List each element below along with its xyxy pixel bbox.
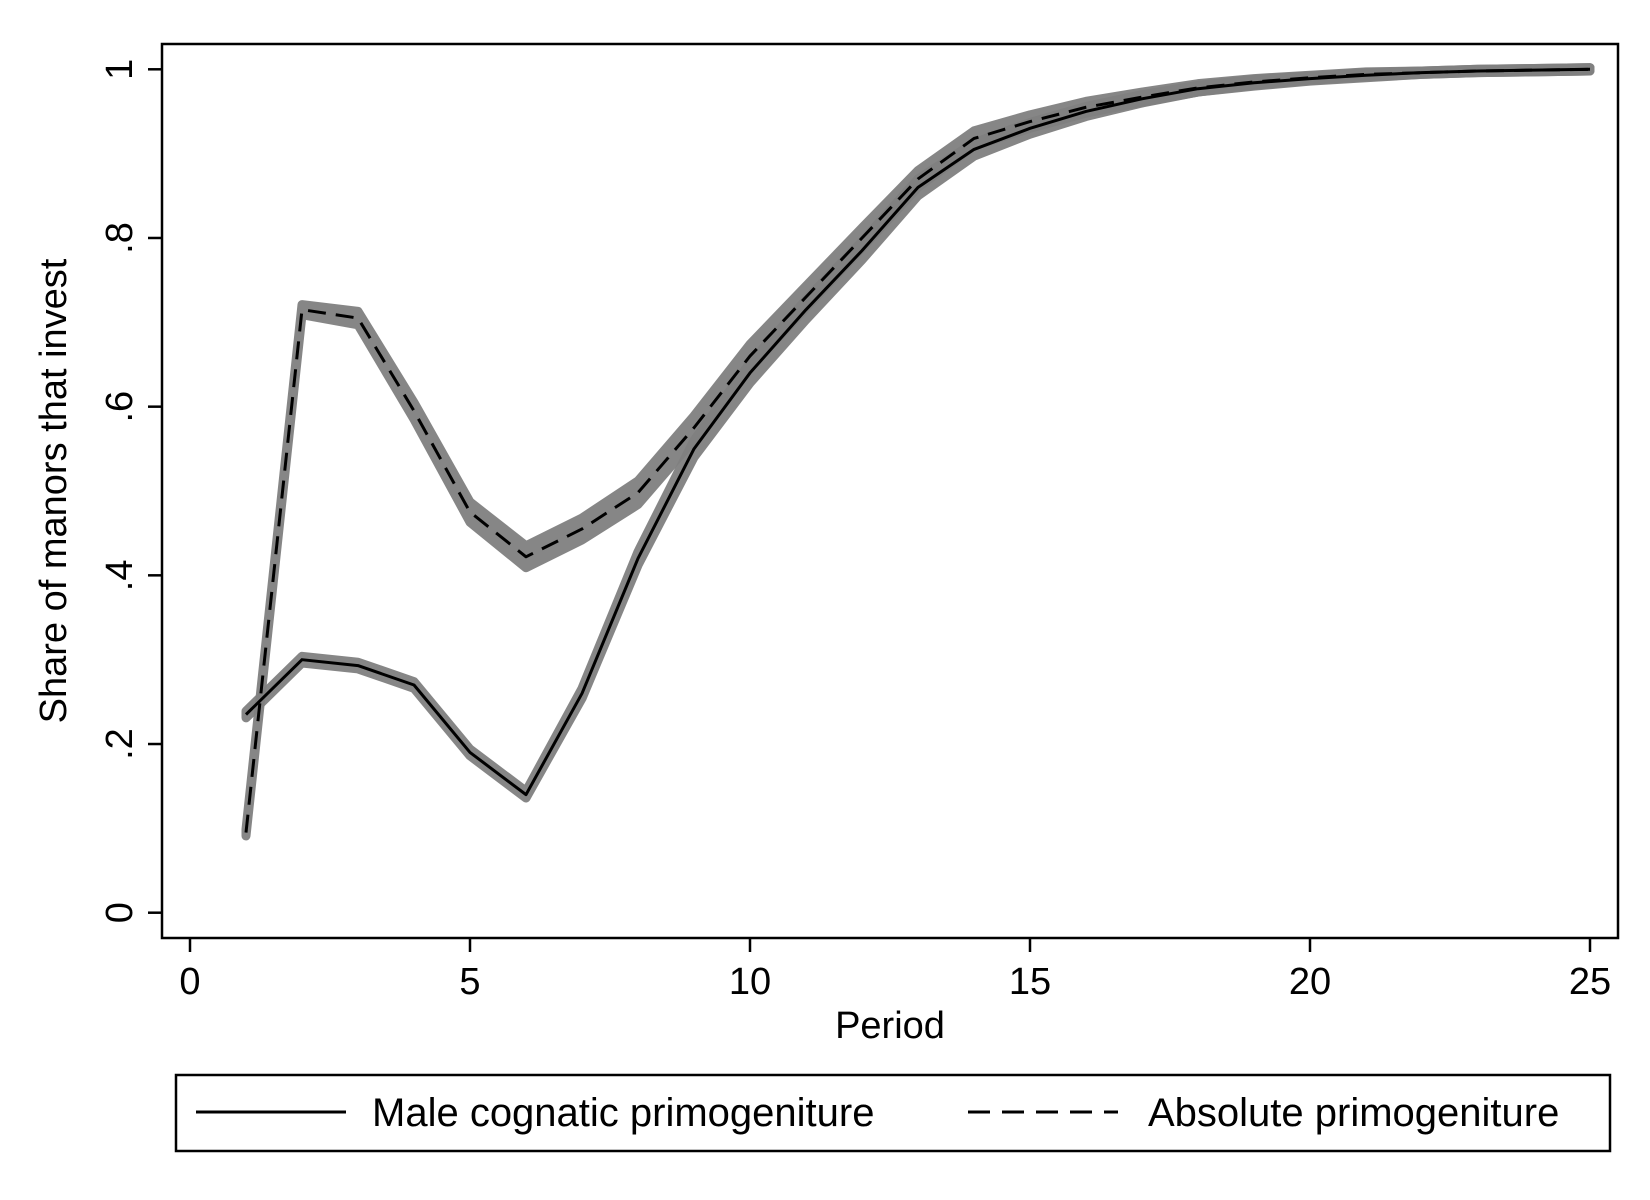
x-tick-label-25: 25 <box>1569 961 1611 1003</box>
x-tick-label-0: 0 <box>179 961 200 1003</box>
x-axis: 0 5 10 15 20 25 <box>179 938 1611 1003</box>
y-tick-label-4: .8 <box>99 222 141 254</box>
y-tick-label-2: .4 <box>99 559 141 591</box>
legend-label-absolute: Absolute primogeniture <box>1148 1091 1559 1135</box>
y-tick-label-3: .6 <box>99 391 141 423</box>
x-axis-title: Period <box>835 1005 945 1047</box>
legend-label-male-cognatic: Male cognatic primogeniture <box>372 1091 874 1135</box>
x-tick-label-15: 15 <box>1009 961 1051 1003</box>
band-absolute <box>241 63 1595 841</box>
confidence-bands <box>241 63 1595 841</box>
y-tick-label-1: .2 <box>99 728 141 760</box>
plot-frame <box>160 42 1620 940</box>
y-tick-label-0: 0 <box>99 902 141 923</box>
legend: Male cognatic primogeniture Absolute pri… <box>174 1073 1612 1153</box>
x-tick-label-5: 5 <box>459 961 480 1003</box>
series-lines <box>244 67 1591 833</box>
legend-box <box>174 1073 1612 1153</box>
y-axis: 0 .2 .4 .6 .8 1 <box>99 59 162 923</box>
y-tick-label-5: 1 <box>99 59 141 80</box>
x-tick-label-10: 10 <box>729 961 771 1003</box>
y-axis-title: Share of manors that invest <box>33 258 75 723</box>
x-tick-label-20: 20 <box>1289 961 1331 1003</box>
